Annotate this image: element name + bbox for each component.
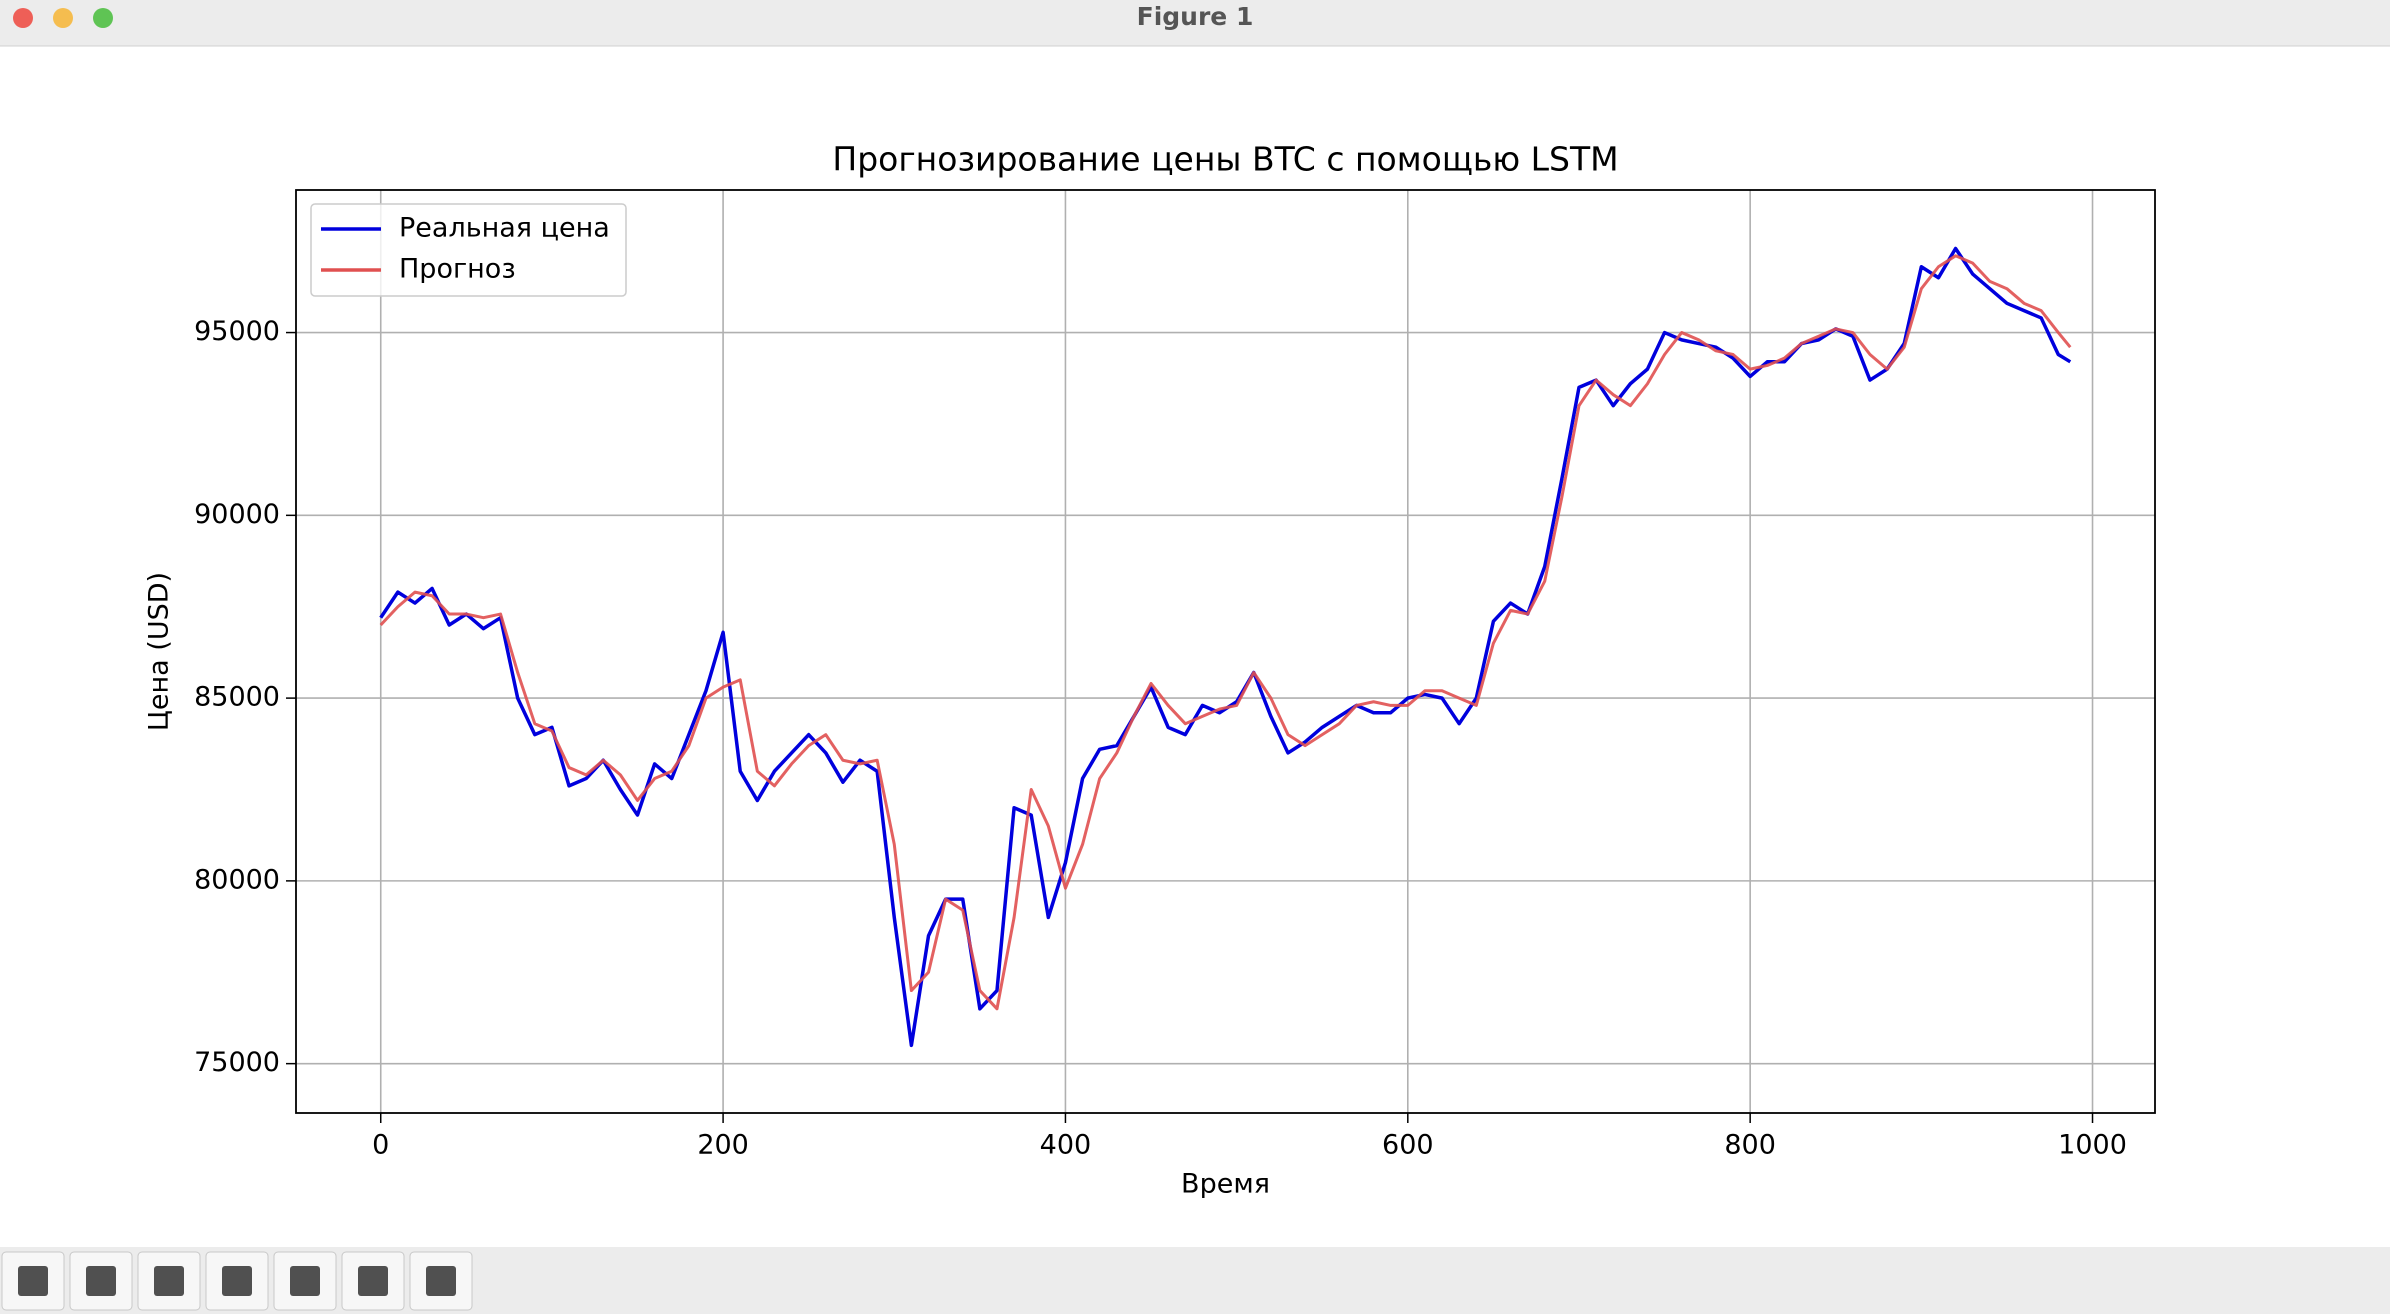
y-tick-label: 85000 xyxy=(194,682,280,713)
y-tick-label: 90000 xyxy=(194,499,280,530)
y-tick-label: 95000 xyxy=(194,316,280,347)
toolbar-buttons xyxy=(1,1251,473,1311)
legend-box xyxy=(310,203,627,297)
zoom-button[interactable] xyxy=(93,8,113,28)
series-line xyxy=(379,254,2072,1011)
minimize-button[interactable] xyxy=(53,8,73,28)
window-title: Figure 1 xyxy=(1137,2,1254,31)
x-tick-label: 400 xyxy=(1040,1130,1092,1161)
pan-icon xyxy=(222,1266,252,1296)
save-icon xyxy=(426,1266,456,1296)
back-icon xyxy=(86,1266,116,1296)
plot: Прогнозирование цены BTC с помощью LSTM В… xyxy=(144,140,2156,1200)
axes-frame xyxy=(295,189,2156,1114)
y-tick-label: 75000 xyxy=(194,1047,280,1078)
x-axis-label: Время xyxy=(1181,1169,1270,1200)
legend-label: Реальная цена xyxy=(399,213,610,244)
home-icon xyxy=(18,1266,48,1296)
x-tick-label: 200 xyxy=(697,1130,749,1161)
y-axis-label: Цена (USD) xyxy=(144,572,175,731)
configure-icon xyxy=(358,1266,388,1296)
x-tick-label: 1000 xyxy=(2058,1130,2127,1161)
y-tick-label: 80000 xyxy=(194,864,280,895)
zoom-icon xyxy=(290,1266,320,1296)
forward-icon xyxy=(154,1266,184,1296)
x-tick-label: 0 xyxy=(372,1130,389,1161)
legend-label: Прогноз xyxy=(399,254,516,285)
chart-title: Прогнозирование цены BTC с помощью LSTM xyxy=(832,140,1618,179)
title-bar xyxy=(0,0,2390,46)
x-tick-label: 800 xyxy=(1724,1130,1776,1161)
close-button[interactable] xyxy=(13,8,33,28)
x-tick-label: 600 xyxy=(1382,1130,1434,1161)
series-line xyxy=(379,246,2072,1048)
